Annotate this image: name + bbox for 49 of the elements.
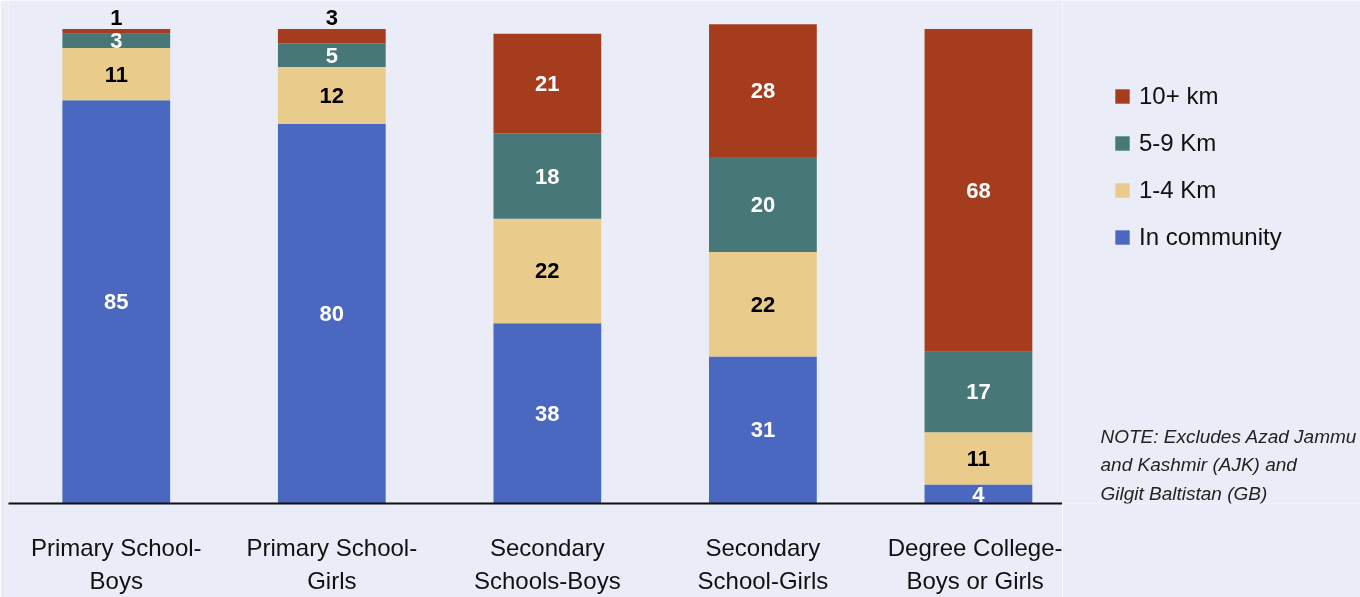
bar: [493, 33, 602, 134]
bar: [62, 100, 171, 504]
data-label: 85: [104, 289, 129, 315]
legend-label: 5-9 Km: [1139, 129, 1217, 157]
data-label: 38: [535, 400, 560, 426]
data-label: 21: [535, 71, 560, 97]
bar: [709, 252, 817, 357]
bar: [493, 323, 602, 504]
x-tick-label: Primary School-Girls: [246, 533, 418, 595]
bar: [709, 356, 817, 504]
data-label: 22: [750, 291, 776, 317]
bar: [62, 47, 171, 101]
data-label: 22: [535, 258, 560, 284]
legend-label: 10+ km: [1139, 82, 1219, 110]
data-label: 28: [750, 78, 776, 104]
legend-label: In community: [1139, 223, 1282, 251]
bar: [62, 33, 171, 48]
data-label: 18: [535, 163, 560, 189]
x-tick-label: Degree College-Boys or Girls: [887, 533, 1063, 595]
data-label: 3: [110, 28, 123, 54]
text: NOTE: Excludes Azad Jammu and Kashmir (AJK) and Gilgit Baltistan (GB): [1100, 425, 1357, 504]
data-label: 11: [104, 61, 128, 87]
x-tick-label: Secondary School-Girls: [697, 533, 829, 595]
bar: [924, 432, 1033, 485]
bar: [709, 157, 817, 252]
bar: [709, 24, 817, 158]
data-label: 80: [319, 301, 345, 327]
x-tick-label: Secondary Schools-Boys: [473, 533, 621, 595]
bar: [277, 28, 386, 44]
bar: [493, 133, 602, 219]
data-label: 5: [325, 42, 338, 68]
bar: [277, 123, 386, 504]
data-label: 4: [972, 481, 986, 507]
bar: [277, 66, 386, 124]
bar: [924, 28, 1033, 352]
data-label: 17: [966, 379, 991, 405]
data-label: 3: [325, 5, 338, 31]
data-label: 68: [966, 177, 991, 203]
legend-label: 1-4 Km: [1139, 176, 1217, 204]
data-label: 31: [750, 417, 776, 443]
data-label: 20: [750, 192, 776, 218]
bar: [493, 218, 602, 324]
x-tick-label: Primary School-Boys: [30, 533, 202, 595]
data-label: 12: [319, 82, 345, 108]
bar: [924, 351, 1033, 433]
data-label: 11: [966, 445, 991, 471]
bar: [62, 28, 171, 34]
data-label: 1: [110, 5, 123, 31]
bar: [277, 43, 386, 67]
